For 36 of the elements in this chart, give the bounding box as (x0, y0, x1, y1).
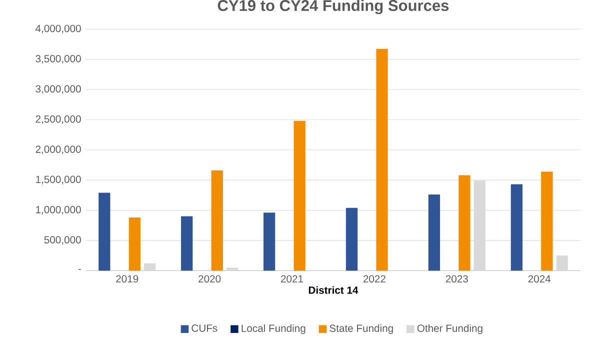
x-tick-label: 2020 (198, 275, 221, 283)
bar (128, 218, 140, 271)
x-tick-label: 2022 (363, 275, 386, 283)
y-tick-label: 2,500,000 (36, 116, 81, 124)
x-tick-label: 2021 (281, 275, 304, 283)
bar (458, 175, 470, 271)
bar (263, 212, 276, 271)
y-tick-label: 1,000,000 (36, 206, 81, 215)
y-tick-label: 1,500,000 (36, 176, 81, 185)
bar (346, 208, 358, 271)
bar (428, 194, 440, 271)
legend-label: State Funding (330, 324, 393, 334)
legend-label: CUFs (192, 324, 218, 332)
x-tick-label: 2023 (446, 275, 468, 283)
bar (541, 172, 553, 271)
bar (181, 216, 193, 271)
bar (211, 170, 223, 271)
y-tick-label: - (78, 269, 81, 270)
y-tick-label: 3,000,000 (36, 85, 81, 94)
bar (510, 184, 522, 271)
bar (144, 264, 156, 271)
chart-title: CY19 to CY24 Funding Sources (218, 0, 449, 14)
bar (98, 192, 110, 271)
bar (376, 49, 388, 271)
legend-label: Local Funding (242, 324, 306, 334)
y-tick-label: 2,000,000 (36, 146, 81, 154)
bar (556, 256, 568, 271)
x-tick-label: 2024 (528, 275, 551, 283)
y-tick-label: 4,000,000 (36, 25, 81, 34)
x-axis-title: District 14 (308, 286, 358, 294)
bar (226, 268, 238, 271)
bar (294, 121, 306, 271)
x-tick-label: 2019 (116, 275, 138, 283)
y-tick-label: 500,000 (44, 236, 81, 245)
legend-label: Other Funding (417, 324, 482, 334)
y-tick-label: 3,500,000 (36, 55, 81, 64)
